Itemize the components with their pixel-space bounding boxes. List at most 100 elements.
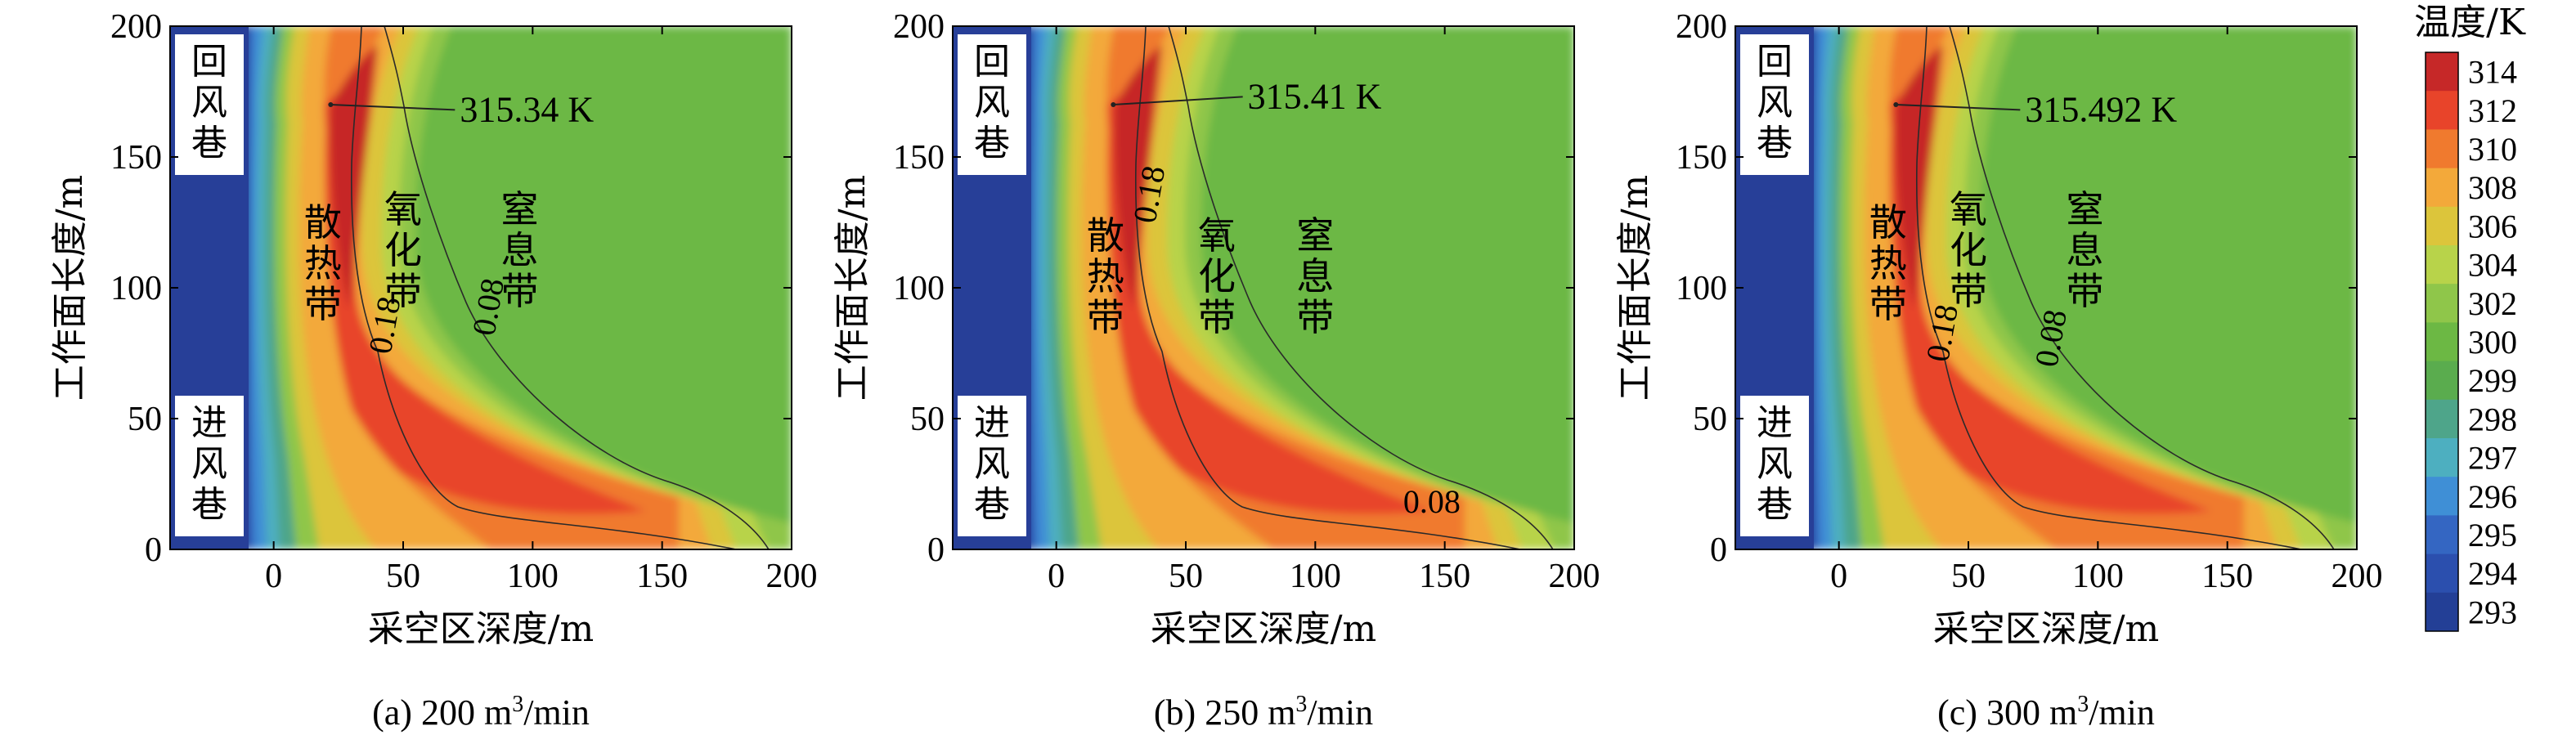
- colorbar-level-label: 308: [2468, 169, 2517, 206]
- max-temperature-leader: [330, 104, 456, 111]
- y-tick-label: 0: [927, 531, 945, 569]
- y-tick-label: 200: [1676, 8, 1727, 46]
- colorbar-swatch: [2426, 129, 2458, 169]
- suffocation-zone-label: 窒: [1296, 213, 1334, 258]
- return-roadway-label: 回: [1757, 41, 1793, 83]
- oxidation-zone-label: 带: [1198, 295, 1236, 339]
- colorbar-title: 温度/K: [2414, 2, 2526, 43]
- max-temperature-leader: [1896, 104, 2021, 111]
- max-temperature-point: [1893, 102, 1899, 107]
- intake-roadway-label: 风: [974, 443, 1010, 485]
- max-temperature-point: [1111, 102, 1116, 107]
- panel-a: 0 50 100 150 200 0 50 100 150 200 采空区深度/m 工作面长度/m (a…: [49, 8, 818, 733]
- colorbar-swatch: [2426, 438, 2458, 477]
- panel-caption: (a) 200 m3/min: [372, 692, 590, 733]
- colorbar-level-label: 293: [2468, 594, 2517, 630]
- return-roadway-label: 风: [1757, 82, 1793, 123]
- suffocation-zone-label: 带: [2067, 269, 2104, 313]
- intake-roadway-label: 巷: [974, 484, 1010, 526]
- colorbar-level-label: 295: [2468, 517, 2517, 553]
- colorbar-swatch: [2426, 168, 2458, 208]
- colorbar-level-label: 302: [2468, 285, 2517, 322]
- intake-roadway-label: 巷: [191, 484, 227, 526]
- heat-dissipation-zone-label: 散: [304, 200, 342, 244]
- oxidation-zone-label: 氧: [384, 187, 422, 231]
- suffocation-zone-label: 息: [501, 228, 539, 272]
- y-tick-label: 150: [893, 139, 945, 177]
- suffocation-zone-label: 带: [1296, 295, 1334, 339]
- intake-roadway-label: 巷: [1757, 484, 1793, 526]
- x-axis-label: 采空区深度/m: [1933, 608, 2160, 650]
- intake-roadway-label: 进: [974, 402, 1010, 444]
- x-tick-label: 100: [2072, 558, 2124, 595]
- max-temperature-label: 315.34 K: [460, 89, 594, 129]
- intake-roadway-label: 风: [191, 443, 227, 485]
- x-tick-label: 50: [386, 558, 420, 595]
- y-tick-label: 0: [1710, 531, 1727, 569]
- x-tick-label: 0: [1830, 558, 1847, 595]
- contour-label: 0.08: [1403, 483, 1461, 520]
- x-tick-label: 0: [1048, 558, 1065, 595]
- colorbar-level-label: 299: [2468, 362, 2517, 399]
- x-tick-label: 200: [766, 558, 818, 595]
- oxidation-zone-label: 化: [1950, 228, 1987, 272]
- x-tick-label: 0: [265, 558, 282, 595]
- colorbar-swatch: [2426, 361, 2458, 401]
- x-axis-label: 采空区深度/m: [368, 608, 595, 650]
- return-roadway-label: 回: [191, 41, 227, 83]
- x-tick-label: 150: [636, 558, 688, 595]
- intake-roadway-label: 风: [1757, 443, 1793, 485]
- heat-dissipation-zone-label: 热: [1869, 241, 1907, 285]
- return-roadway-label: 巷: [974, 123, 1010, 164]
- return-roadway-label: 回: [974, 41, 1010, 83]
- colorbar-swatch: [2426, 52, 2458, 92]
- x-tick-label: 150: [1419, 558, 1470, 595]
- panel-b: 0 50 100 150 200 0 50 100 150 200 采空区深度/m 工作面长度/m (b…: [832, 8, 1600, 733]
- y-tick-label: 150: [1676, 139, 1727, 177]
- colorbar-swatch: [2426, 477, 2458, 516]
- panel-c-field: [1735, 26, 2357, 549]
- y-tick-label: 50: [910, 401, 945, 438]
- y-axis-label: 工作面长度/m: [1614, 175, 1656, 401]
- colorbar-level-label: 297: [2468, 440, 2517, 477]
- x-tick-label: 100: [1290, 558, 1341, 595]
- x-tick-label: 200: [1549, 558, 1600, 595]
- max-temperature-label: 315.492 K: [2025, 89, 2177, 129]
- colorbar-swatch: [2426, 91, 2458, 130]
- y-tick-label: 100: [110, 270, 162, 307]
- return-roadway-label: 巷: [1757, 123, 1793, 164]
- colorbar-level-label: 304: [2468, 247, 2517, 284]
- colorbar-swatch: [2426, 515, 2458, 555]
- panel-b-axes: 0 50 100 150 200 0 50 100 150 200 采空区深度/m 工作面长度/m (b…: [832, 8, 1600, 733]
- colorbar-level-label: 314: [2468, 54, 2517, 91]
- y-tick-label: 0: [145, 531, 162, 569]
- y-tick-label: 200: [893, 8, 945, 46]
- heat-dissipation-zone-label: 带: [304, 282, 342, 326]
- heat-dissipation-zone-label: 带: [1869, 282, 1907, 326]
- oxidation-zone-label: 化: [384, 228, 422, 272]
- colorbar-level-label: 294: [2468, 555, 2517, 592]
- y-tick-label: 150: [110, 139, 162, 177]
- y-tick-label: 200: [110, 8, 162, 46]
- oxidation-zone-label: 化: [1198, 254, 1236, 298]
- colorbar-level-label: 310: [2468, 131, 2517, 168]
- colorbar-level-label: 312: [2468, 92, 2517, 129]
- suffocation-zone-label: 息: [1296, 254, 1334, 298]
- heat-dissipation-zone-label: 热: [304, 241, 342, 285]
- panel-a-axes: 0 50 100 150 200 0 50 100 150 200 采空区深度/m 工作面长度/m (a…: [49, 8, 818, 733]
- colorbar-level-label: 306: [2468, 208, 2517, 244]
- temperature-colorbar: 温度/K 314312310308306304302300299298297296…: [2414, 2, 2526, 632]
- panel-a-field: [170, 26, 792, 549]
- x-tick-label: 100: [507, 558, 559, 595]
- panel-c: 0 50 100 150 200 0 50 100 150 200 采空区深度/m 工作面长度/m (c…: [1614, 8, 2383, 733]
- y-tick-label: 50: [1693, 401, 1727, 438]
- x-axis-label: 采空区深度/m: [1151, 608, 1377, 650]
- colorbar-swatch: [2426, 399, 2458, 439]
- panel-caption: (b) 250 m3/min: [1154, 692, 1373, 733]
- colorbar-swatch: [2426, 284, 2458, 323]
- x-tick-label: 50: [1169, 558, 1203, 595]
- suffocation-zone-label: 息: [2067, 228, 2104, 272]
- panel-b-field: [953, 26, 1574, 549]
